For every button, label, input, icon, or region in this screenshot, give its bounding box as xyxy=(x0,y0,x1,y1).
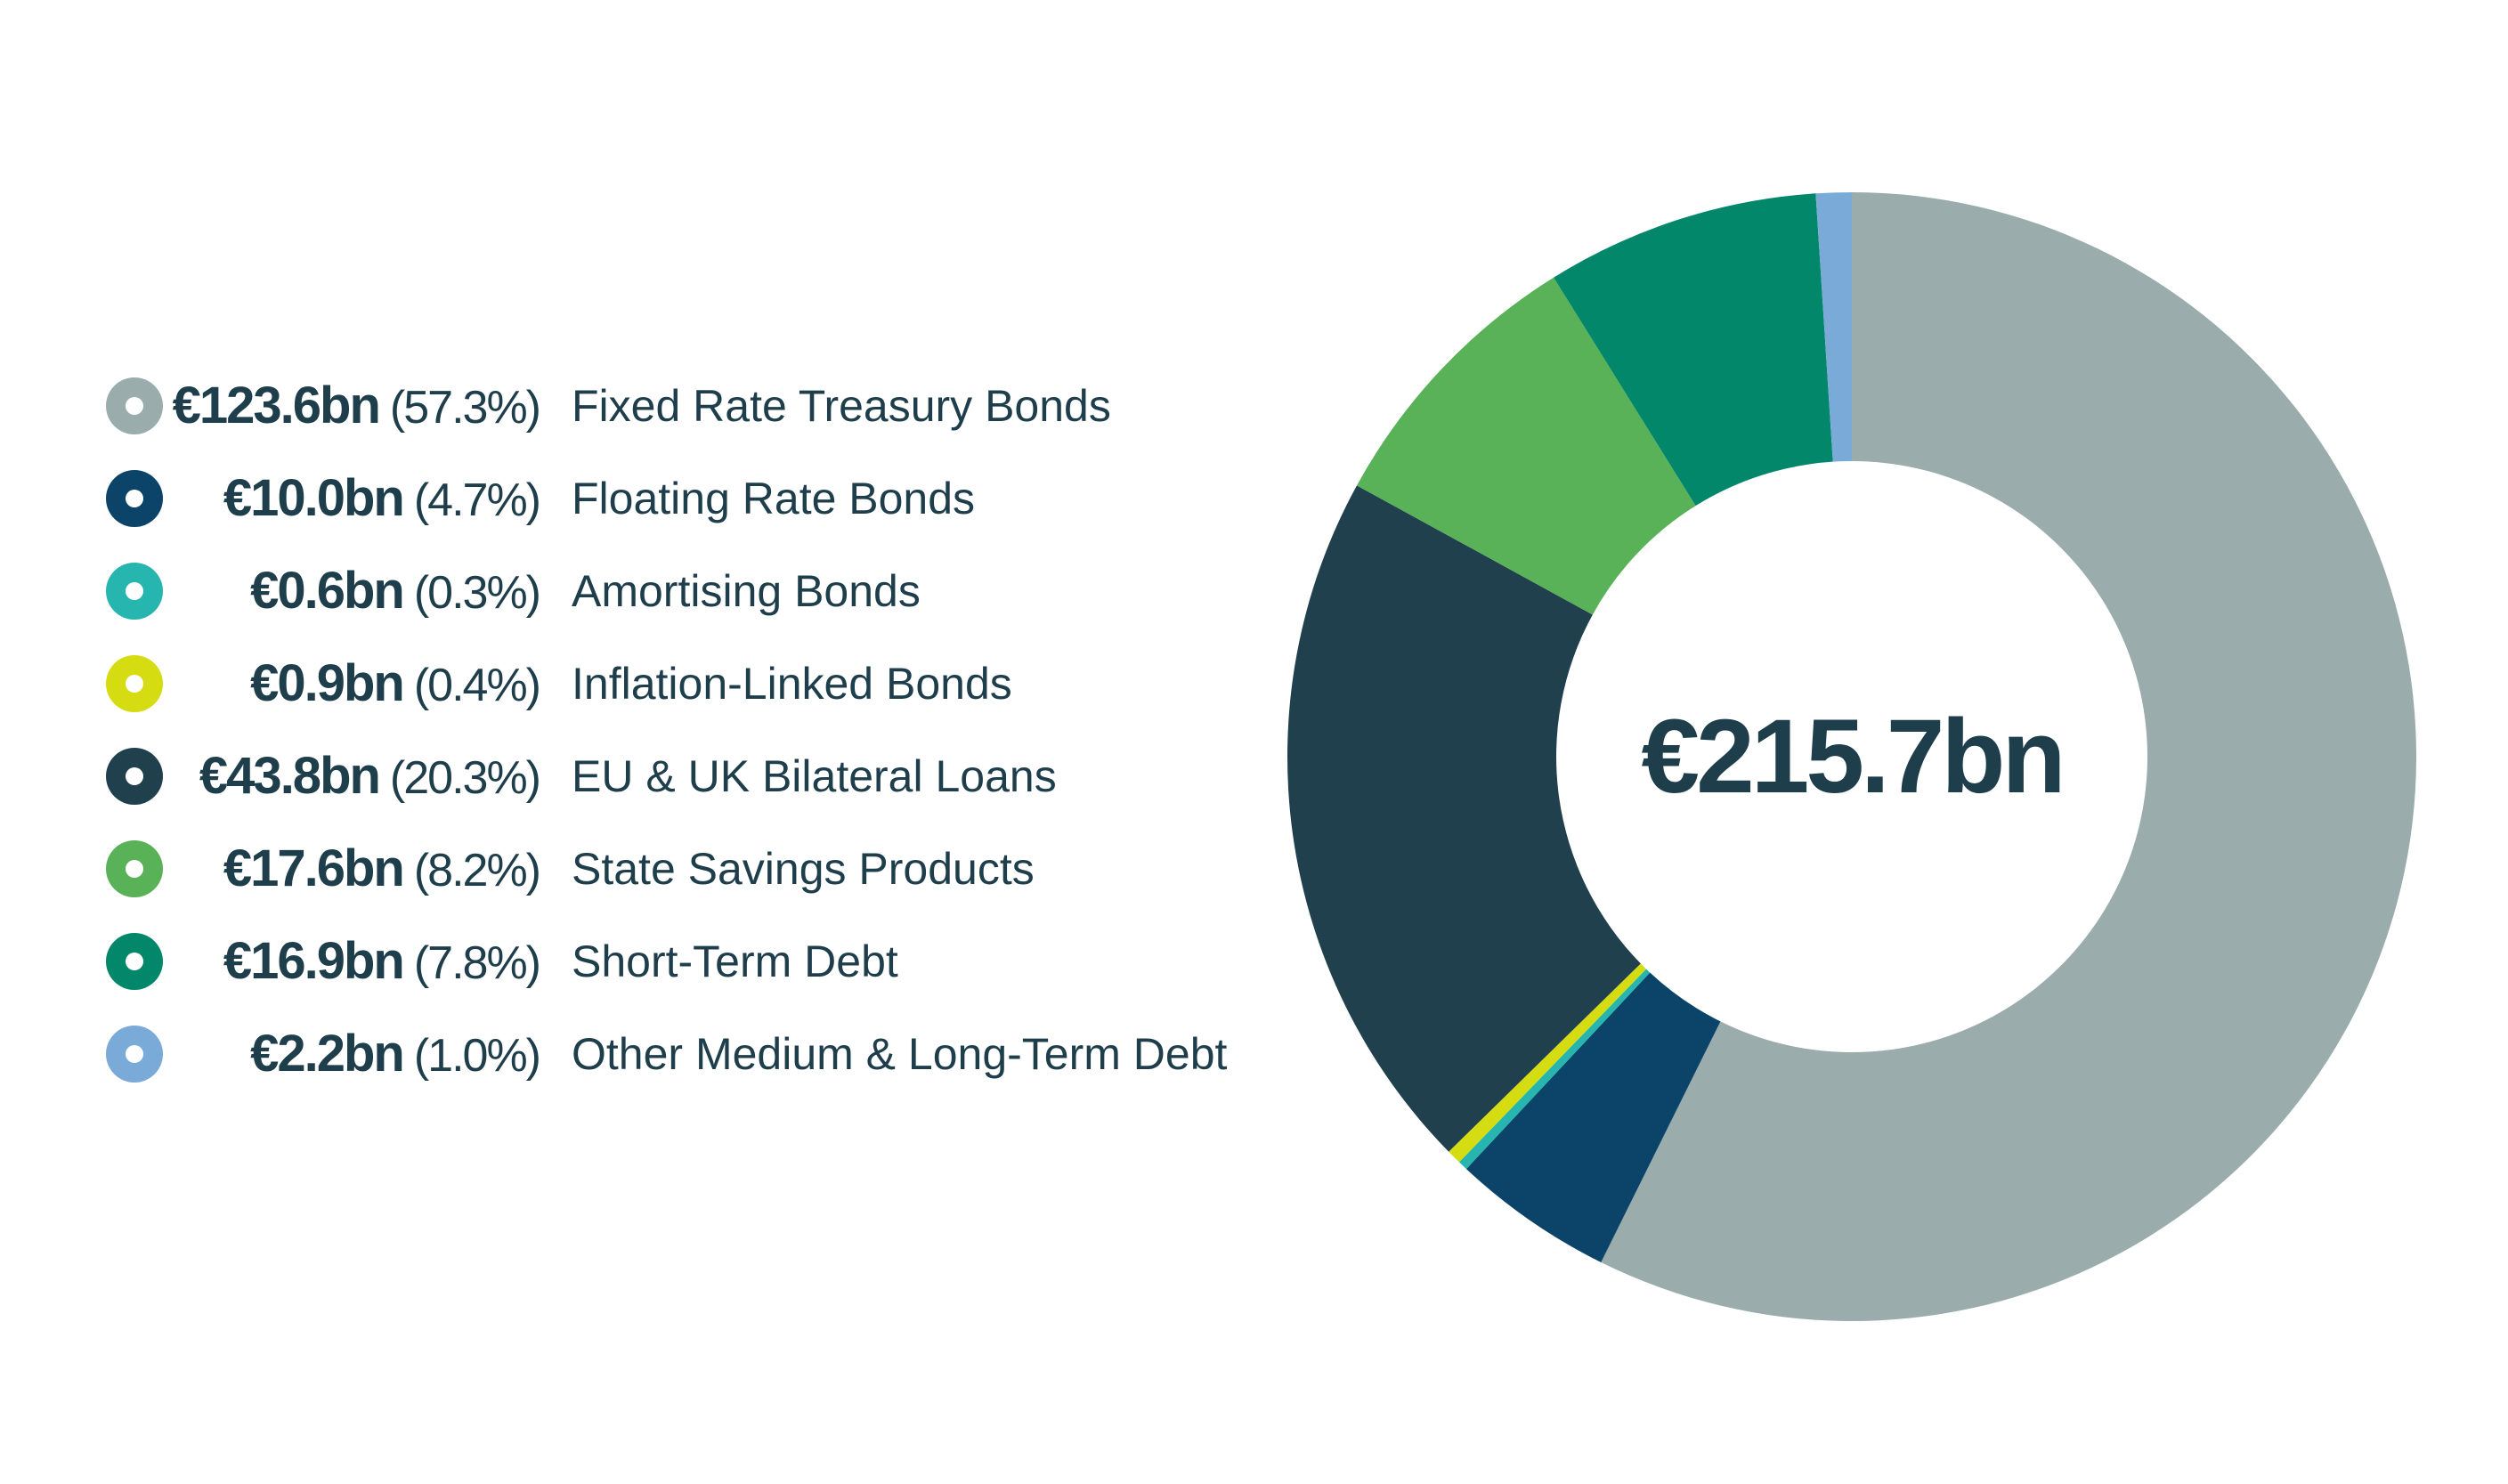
legend: €123.6bn (57.3%) Fixed Rate Treasury Bonds… xyxy=(0,360,1264,1100)
legend-percent: (7.8%) xyxy=(413,937,541,989)
donut-slices xyxy=(1287,192,2416,1321)
legend-amount: €0.6bn xyxy=(250,562,405,620)
donut-slice xyxy=(1465,972,1721,1262)
legend-percent: (57.3%) xyxy=(389,382,541,434)
legend-amount: €0.9bn xyxy=(250,654,405,712)
legend-label: Fixed Rate Treasury Bonds xyxy=(572,381,1111,431)
legend-item: €2.2bn (1.0%) Other Medium & Long-Term Deb… xyxy=(0,1008,1264,1100)
legend-values: €10.0bn (4.7%) xyxy=(223,452,541,545)
legend-percent: (8.2%) xyxy=(413,845,541,896)
legend-marker-icon xyxy=(106,748,163,805)
legend-marker-icon xyxy=(106,1026,163,1083)
total-value: €215.7bn xyxy=(1641,698,2066,815)
legend-values: €2.2bn (1.0%) xyxy=(250,1008,541,1100)
legend-label: Amortising Bonds xyxy=(572,566,921,616)
legend-marker-icon xyxy=(106,655,163,712)
legend-item: €43.8bn (20.3%) EU & UK Bilateral Loans xyxy=(0,730,1264,823)
donut-slice xyxy=(1449,963,1647,1163)
donut-slice xyxy=(1601,192,2416,1321)
legend-percent: (0.3%) xyxy=(413,567,541,619)
legend-item: €17.6bn (8.2%) State Savings Products xyxy=(0,823,1264,915)
legend-amount: €123.6bn xyxy=(172,377,381,434)
donut-slice xyxy=(1356,277,1696,615)
legend-item: €0.6bn (0.3%) Amortising Bonds xyxy=(0,545,1264,637)
legend-item: €16.9bn (7.8%) Short-Term Debt xyxy=(0,915,1264,1008)
legend-label: Other Medium & Long-Term Debt xyxy=(572,1029,1228,1079)
donut-chart xyxy=(1287,192,2416,1321)
legend-values: €43.8bn (20.3%) xyxy=(199,730,541,823)
legend-values: €0.6bn (0.3%) xyxy=(250,545,541,637)
donut-slice xyxy=(1458,969,1651,1170)
donut-slice xyxy=(1287,485,1641,1152)
legend-label: Short-Term Debt xyxy=(572,937,898,986)
legend-values: €123.6bn (57.3%) xyxy=(172,360,541,452)
legend-values: €16.9bn (7.8%) xyxy=(223,915,541,1008)
legend-marker-icon xyxy=(106,377,163,434)
legend-amount: €10.0bn xyxy=(223,469,405,527)
legend-amount: €17.6bn xyxy=(223,839,405,897)
legend-values: €17.6bn (8.2%) xyxy=(223,823,541,915)
legend-marker-icon xyxy=(106,840,163,897)
legend-amount: €43.8bn xyxy=(199,747,381,805)
legend-label: EU & UK Bilateral Loans xyxy=(572,751,1057,801)
legend-percent: (1.0%) xyxy=(413,1030,541,1082)
legend-item: €123.6bn (57.3%) Fixed Rate Treasury Bonds xyxy=(0,360,1264,452)
legend-percent: (4.7%) xyxy=(413,474,541,526)
legend-percent: (20.3%) xyxy=(389,752,541,804)
legend-amount: €16.9bn xyxy=(223,932,405,990)
legend-item: €10.0bn (4.7%) Floating Rate Bonds xyxy=(0,452,1264,545)
donut-slice xyxy=(1815,192,1852,462)
legend-label: Inflation-Linked Bonds xyxy=(572,659,1012,709)
legend-amount: €2.2bn xyxy=(250,1025,405,1083)
legend-item: €0.9bn (0.4%) Inflation-Linked Bonds xyxy=(0,637,1264,730)
legend-marker-icon xyxy=(106,933,163,990)
legend-label: State Savings Products xyxy=(572,844,1035,894)
legend-marker-icon xyxy=(106,470,163,527)
donut-slice xyxy=(1554,193,1833,507)
legend-percent: (0.4%) xyxy=(413,660,541,711)
legend-label: Floating Rate Bonds xyxy=(572,474,976,523)
legend-marker-icon xyxy=(106,563,163,620)
legend-values: €0.9bn (0.4%) xyxy=(250,637,541,730)
